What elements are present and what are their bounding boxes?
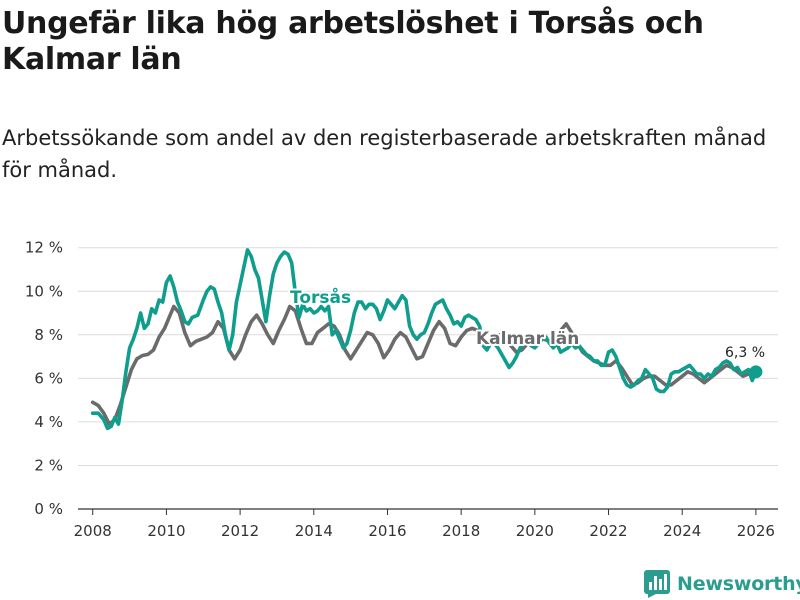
x-tick-label: 2020 bbox=[516, 522, 554, 540]
x-tick-label: 2024 bbox=[663, 522, 701, 540]
y-tick-label: 2 % bbox=[34, 456, 63, 474]
x-axis-ticks: 2008 2010 2012 2014 2016 2018 2020 2022 2024 2026 bbox=[74, 509, 775, 540]
y-tick-label: 10 % bbox=[25, 282, 63, 300]
x-tick-label: 2026 bbox=[737, 522, 775, 540]
y-tick-label: 8 % bbox=[34, 326, 63, 344]
chart-subtitle: Arbetssökande som andel av den registerb… bbox=[2, 126, 767, 182]
series-line-kalmar bbox=[90, 304, 758, 426]
x-tick-label: 2016 bbox=[368, 522, 406, 540]
y-tick-label: 12 % bbox=[25, 239, 63, 257]
x-tick-label: 2014 bbox=[295, 522, 333, 540]
x-tick-label: 2010 bbox=[147, 522, 185, 540]
series-label-torsas: Torsås bbox=[290, 286, 351, 308]
brand-name: Newsworthy bbox=[677, 573, 800, 595]
series-lines bbox=[90, 248, 763, 431]
end-point-marker bbox=[749, 365, 763, 379]
gridlines bbox=[78, 247, 778, 510]
newsworthy-logo[interactable]: Newsworthy bbox=[644, 568, 800, 600]
x-tick-label: 2018 bbox=[442, 522, 480, 540]
y-tick-label: 0 % bbox=[34, 500, 63, 518]
y-tick-label: 4 % bbox=[34, 413, 63, 431]
series-labels: Torsås Kalmar län 6,3 % bbox=[288, 284, 765, 361]
end-value-label: 6,3 % bbox=[725, 345, 765, 361]
chart-title: Ungefär lika hög arbetslöshet i Torsås o… bbox=[2, 6, 704, 77]
series-label-kalmar: Kalmar län bbox=[476, 329, 579, 349]
x-tick-label: 2008 bbox=[74, 522, 112, 540]
y-axis-ticks: 0 % 2 % 4 % 6 % 8 % 10 % 12 % bbox=[25, 239, 63, 518]
x-tick-label: 2012 bbox=[221, 522, 259, 540]
x-tick-label: 2022 bbox=[589, 522, 627, 540]
y-tick-label: 6 % bbox=[34, 369, 63, 387]
series-line-torsas bbox=[90, 248, 758, 431]
bar-chart-logo-icon bbox=[644, 570, 670, 598]
